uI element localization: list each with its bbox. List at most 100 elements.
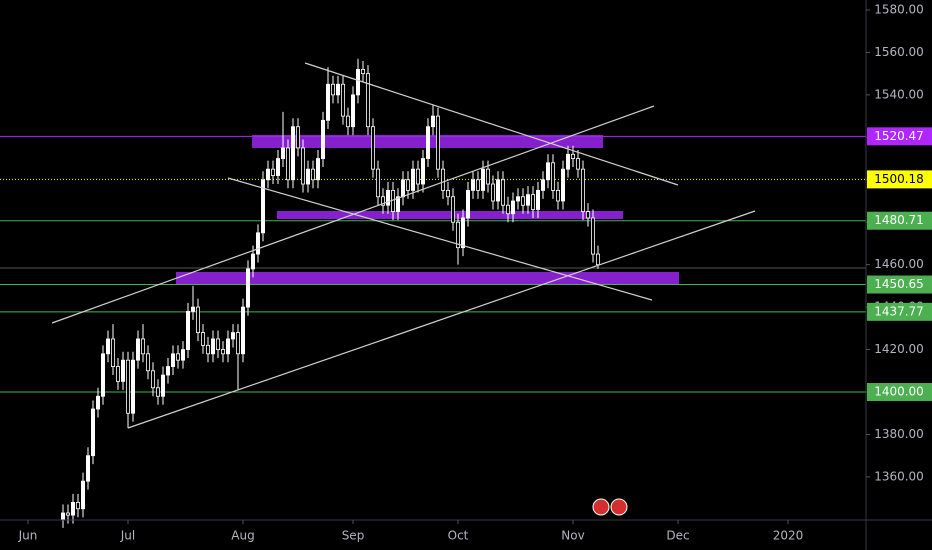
candle-body: [280, 147, 285, 159]
candle-body: [485, 168, 490, 185]
x-tick-label: Aug: [231, 529, 254, 543]
middle-zone: [277, 211, 623, 219]
candle-body: [581, 168, 586, 213]
event-icons: [592, 498, 628, 516]
candle-body: [450, 196, 455, 223]
candle-body: [566, 153, 571, 170]
candle-body: [170, 353, 175, 367]
candle-body: [546, 162, 551, 181]
y-tick-label: 1380.00: [874, 427, 924, 441]
candle-body: [430, 115, 435, 128]
candle-body: [106, 338, 111, 355]
candle-body: [250, 253, 255, 270]
x-tick-label: Jul: [120, 529, 135, 543]
candle-body: [71, 501, 76, 516]
candle-body: [116, 366, 121, 382]
candle-body: [505, 204, 510, 215]
level-label: 1500.18: [874, 172, 924, 186]
candle-body: [61, 512, 66, 520]
level-label: 1437.77: [874, 304, 924, 318]
candle-body: [135, 338, 140, 361]
candle-body: [150, 370, 155, 389]
level-label: 1400.00: [874, 385, 924, 399]
level-label-box: [867, 275, 932, 294]
candle-body: [395, 196, 400, 213]
candle-body: [541, 179, 546, 191]
level-label-box: [867, 211, 932, 230]
candle-body: [460, 217, 465, 249]
trendlines: [51, 62, 756, 429]
candle-body: [340, 83, 345, 117]
plot: [61, 58, 601, 528]
candle-body: [185, 310, 190, 350]
y-tick-label: 1420.00: [874, 342, 924, 356]
candle-body: [355, 69, 360, 96]
candle-body: [111, 338, 116, 367]
candle-body: [285, 147, 290, 181]
candle-body: [300, 147, 305, 185]
trendline: [127, 210, 756, 429]
candle-body: [360, 69, 365, 75]
candle-body: [551, 162, 556, 191]
candle-body: [475, 179, 480, 191]
level-label-box: [867, 302, 932, 321]
x-tick-label: Oct: [448, 529, 469, 543]
candle-body: [305, 168, 310, 185]
level-label: 1520.47: [874, 129, 924, 143]
candle-body: [521, 196, 526, 206]
candle-body: [255, 232, 260, 255]
candle-body: [345, 115, 350, 128]
candle-body: [516, 196, 521, 202]
candle-body: [596, 253, 601, 266]
candle-body: [140, 338, 145, 355]
candle-body: [121, 359, 126, 382]
candle-body: [76, 501, 81, 510]
candle-body: [225, 338, 230, 355]
candle-body: [556, 189, 561, 202]
candle-body: [500, 179, 505, 206]
candle-body: [200, 332, 205, 346]
candle-body: [576, 158, 581, 170]
candle-body: [470, 179, 475, 191]
y-tick-label: 1460.00: [874, 257, 924, 271]
candle-body: [591, 217, 596, 255]
candle-body: [526, 194, 531, 206]
level-label-box: [867, 170, 932, 189]
candle-body: [180, 349, 185, 361]
candle-body: [365, 73, 370, 128]
candle-body: [380, 196, 385, 206]
candle-body: [245, 268, 250, 308]
candle-body: [101, 353, 106, 397]
candle-body: [130, 359, 135, 414]
candle-body: [126, 359, 131, 414]
event-icon: [610, 498, 628, 516]
candle-body: [205, 344, 210, 355]
level-label-box: [867, 383, 932, 402]
candle-body: [420, 158, 425, 185]
candle-body: [320, 119, 325, 159]
candle-body: [145, 353, 150, 372]
candle-body: [415, 168, 420, 185]
candle-body: [455, 221, 460, 249]
y-tick-label: 1360.00: [874, 469, 924, 483]
candle-body: [310, 168, 315, 181]
candle-body: [410, 168, 415, 191]
candle-body: [290, 126, 295, 181]
candle-body: [405, 179, 410, 191]
candle-body: [440, 168, 445, 191]
candle-body: [295, 126, 300, 149]
candle-body: [275, 158, 280, 176]
support-zone: [176, 272, 679, 284]
candle-body: [561, 168, 566, 202]
candle-body: [96, 395, 101, 410]
trendline: [227, 177, 653, 301]
candle-body: [465, 189, 470, 219]
candle-body: [66, 512, 71, 516]
candle-body: [240, 306, 245, 355]
candle-body: [160, 374, 165, 397]
candle-body: [210, 338, 215, 355]
y-tick-label: 1540.00: [874, 87, 924, 101]
x-tick-label: Nov: [561, 529, 584, 543]
candle-body: [195, 306, 200, 333]
